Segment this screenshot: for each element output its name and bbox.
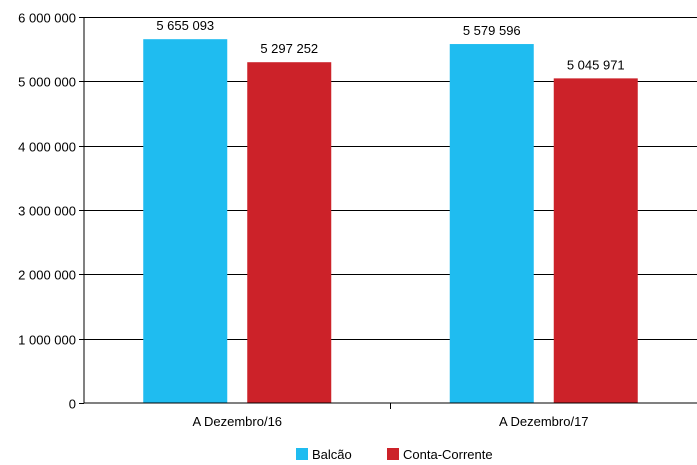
- bar: [143, 39, 228, 403]
- x-tick-label: A Dezembro/17: [499, 414, 589, 429]
- y-tick-label: 3 000 000: [18, 204, 76, 219]
- legend-label: Balcão: [312, 447, 352, 462]
- bar: [247, 62, 332, 404]
- bar: [449, 44, 534, 403]
- legend-swatch: [387, 448, 399, 460]
- bar: [553, 78, 638, 404]
- data-label: 5 579 596: [463, 23, 521, 38]
- y-tick-label: 0: [69, 397, 76, 412]
- bars: [143, 39, 638, 404]
- y-tick-label: 1 000 000: [18, 333, 76, 348]
- x-tick-label: A Dezembro/16: [192, 414, 282, 429]
- y-tick-label: 2 000 000: [18, 268, 76, 283]
- y-tick-label: 6 000 000: [18, 11, 76, 26]
- labels: 0 1 000 000 2 000 000 3 000 000 4 000 000 5 0…: [18, 11, 625, 430]
- data-label: 5 297 252: [260, 41, 318, 56]
- legend: Balcão Conta-Corrente: [296, 447, 493, 462]
- axes: [79, 17, 697, 409]
- y-tick-label: 5 000 000: [18, 75, 76, 90]
- y-tick-label: 4 000 000: [18, 140, 76, 155]
- data-label: 5 655 093: [156, 18, 214, 33]
- legend-label: Conta-Corrente: [403, 447, 493, 462]
- legend-swatch: [296, 448, 308, 460]
- data-label: 5 045 971: [567, 57, 625, 72]
